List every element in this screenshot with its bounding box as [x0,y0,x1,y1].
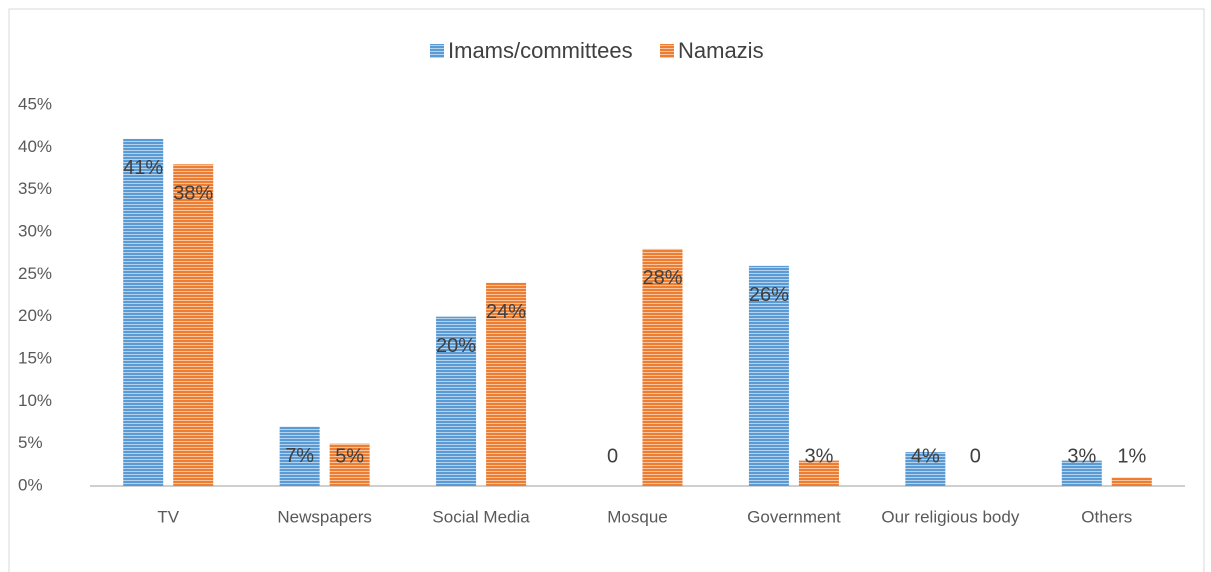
x-tick-label: Our religious body [881,507,1019,526]
value-label: 38% [173,183,213,205]
value-label: 7% [285,445,314,467]
x-tick-label: Newspapers [277,507,372,526]
bar [436,316,477,486]
bar [486,282,527,486]
value-label: 28% [642,267,682,289]
legend-swatch [660,44,674,58]
y-tick-label: 15% [18,348,52,367]
value-label: 0 [607,445,618,467]
x-tick-label: Social Media [432,507,530,526]
value-label: 3% [1067,445,1096,467]
bar [279,426,320,486]
bar [123,138,164,486]
legend-label: Namazis [678,38,764,63]
x-tick-label: Others [1081,507,1132,526]
value-label: 26% [749,284,789,306]
y-tick-label: 35% [18,179,52,198]
legend-label: Imams/committees [448,38,633,63]
y-tick-label: 25% [18,264,52,283]
value-label: 41% [123,157,163,179]
bar [905,452,946,486]
value-label: 24% [486,301,526,323]
value-label: 0 [970,445,981,467]
bar [1111,477,1152,486]
y-tick-label: 45% [18,94,52,113]
y-tick-label: 0% [18,475,43,494]
chart-border [8,8,1205,572]
bar [1061,460,1102,486]
bar [798,460,839,486]
value-label: 1% [1117,445,1146,467]
value-label: 20% [436,335,476,357]
value-label: 5% [335,445,364,467]
value-label: 3% [804,445,833,467]
y-tick-label: 5% [18,433,43,452]
y-tick-label: 30% [18,221,52,240]
legend-swatch [430,44,444,58]
x-tick-label: TV [157,507,179,526]
x-tick-label: Mosque [607,507,667,526]
y-tick-label: 20% [18,306,52,325]
bar [642,248,683,486]
value-label: 4% [911,445,940,467]
y-tick-label: 40% [18,137,52,156]
x-tick-label: Government [747,507,841,526]
bar [748,265,789,486]
bar [329,443,370,486]
bar [173,164,214,486]
y-tick-label: 10% [18,391,52,410]
